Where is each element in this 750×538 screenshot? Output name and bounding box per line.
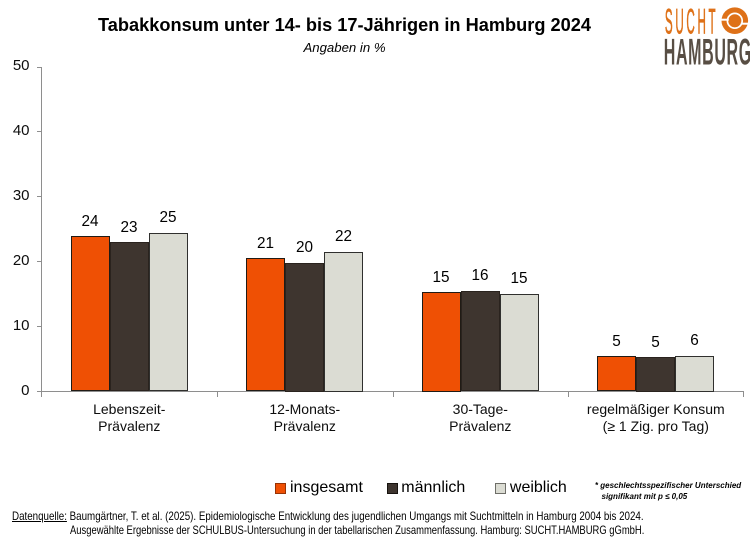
svg-text:SUCHT: SUCHT <box>665 3 718 42</box>
svg-text:HAMBURG: HAMBURG <box>664 32 750 70</box>
